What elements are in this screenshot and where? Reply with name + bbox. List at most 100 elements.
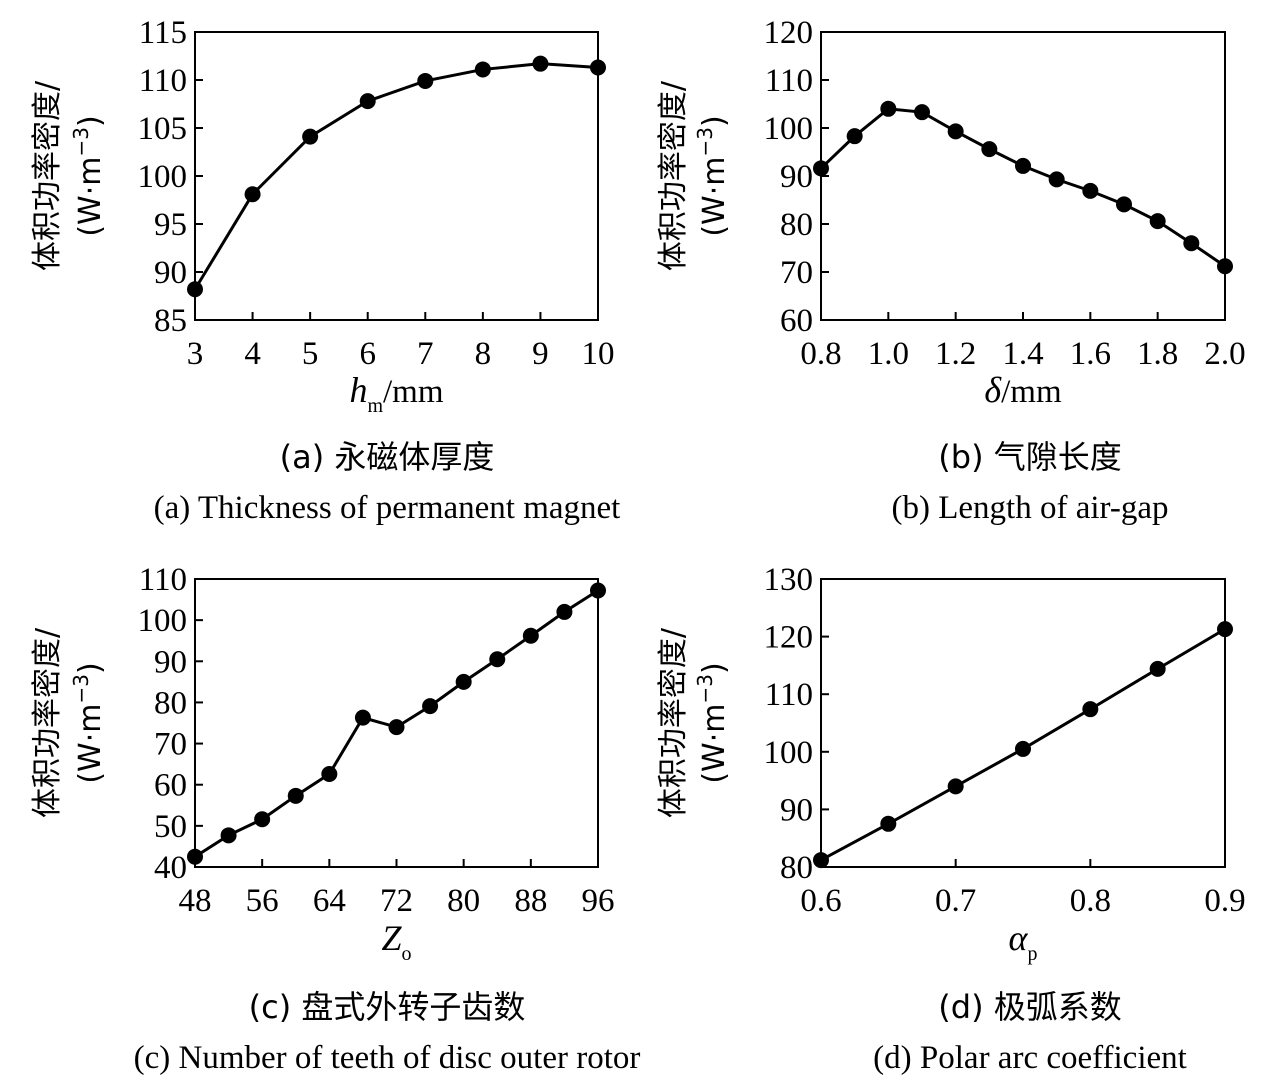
data-point — [302, 128, 319, 145]
data-point — [187, 281, 203, 298]
y-tick-label: 95 — [154, 207, 187, 243]
y-tick-label: 110 — [139, 63, 187, 99]
chart-0: 85 90 95 100 105 110 115 3 4 5 6 7 8 9 10 体积功率密度/(W·m−3… — [30, 15, 620, 526]
data-point — [455, 673, 472, 690]
plot-frame — [194, 31, 599, 321]
y-unit-close: ) — [73, 115, 108, 127]
data-point — [1015, 740, 1031, 757]
y-tick-label: 70 — [154, 727, 187, 763]
y-tick-label: 120 — [764, 620, 814, 656]
y-tick-label: 100 — [138, 603, 188, 639]
x-axis-label: αp — [1009, 918, 1038, 965]
y-tick-label: 40 — [154, 850, 187, 886]
y-unit-close: ) — [697, 115, 732, 127]
y-tick-label: 90 — [154, 644, 187, 680]
y-tick-label: 70 — [780, 255, 813, 291]
x-tick-label: 6 — [359, 336, 376, 372]
data-point — [1082, 182, 1099, 199]
data-point — [220, 827, 237, 844]
x-axis-label: Zo — [381, 918, 411, 965]
data-point — [1116, 196, 1132, 213]
data-point — [880, 815, 897, 832]
data-point — [532, 55, 549, 72]
data-point — [422, 698, 439, 715]
x-tick-label: 0.9 — [1204, 883, 1245, 919]
data-point — [1149, 660, 1166, 677]
x-tick-label: 0.8 — [1070, 883, 1111, 919]
data-point — [1015, 157, 1031, 174]
x-axis-label: δ/mm — [984, 370, 1062, 410]
data-point — [981, 141, 998, 158]
x-axis-symbol: h — [349, 370, 367, 410]
y-unit-exponent: −3 — [69, 127, 93, 156]
data-point — [590, 59, 606, 76]
data-point — [1217, 258, 1233, 275]
x-tick-label: 0.7 — [935, 883, 976, 919]
y-axis-label-line1: 体积功率密度/ — [30, 80, 65, 271]
x-axis-subscript: m — [367, 395, 383, 417]
y-tick-label: 120 — [764, 15, 814, 51]
y-tick-label: 110 — [139, 562, 187, 598]
x-tick-label: 1.4 — [1002, 336, 1043, 372]
y-tick-label: 100 — [138, 159, 188, 195]
y-axis-label-line1: 体积功率密度/ — [30, 627, 65, 818]
data-point — [1048, 171, 1065, 188]
x-tick-label: 2.0 — [1204, 336, 1245, 372]
x-tick-label: 7 — [417, 336, 434, 372]
data-point — [880, 100, 897, 117]
plot-frame — [820, 578, 1226, 868]
caption-chinese: (d) 极弧系数 — [938, 988, 1121, 1026]
y-unit-exponent: −3 — [693, 127, 717, 156]
y-tick-label: 90 — [154, 255, 187, 291]
y-unit: (W·m — [73, 157, 108, 237]
y-tick-label: 100 — [764, 735, 814, 771]
data-point — [489, 651, 506, 668]
data-point — [813, 852, 829, 869]
x-axis-symbol: δ — [984, 370, 1002, 410]
data-point — [1183, 235, 1200, 252]
x-tick-label: 96 — [582, 883, 615, 919]
caption-english: (a) Thickness of permanent magnet — [154, 490, 621, 526]
y-axis-label-line2: (W·m−3) — [69, 115, 108, 236]
y-tick-label: 60 — [780, 303, 813, 339]
x-tick-label: 1.2 — [935, 336, 976, 372]
y-unit-exponent: −3 — [693, 674, 717, 703]
data-point — [388, 719, 405, 736]
series-line — [193, 62, 599, 291]
x-axis-symbol: α — [1009, 918, 1029, 958]
y-tick-label: 105 — [138, 111, 188, 147]
x-tick-label: 0.8 — [800, 336, 841, 372]
y-tick-label: 60 — [154, 768, 187, 804]
y-tick-label: 100 — [764, 111, 814, 147]
y-tick-label: 110 — [765, 63, 813, 99]
data-point — [556, 603, 573, 620]
y-unit-close: ) — [73, 662, 108, 674]
data-point — [1149, 213, 1166, 230]
y-tick-label: 110 — [765, 677, 813, 713]
x-tick-label: 0.6 — [800, 883, 841, 919]
x-tick-label: 48 — [179, 883, 212, 919]
x-axis-unit: /mm — [383, 374, 444, 410]
data-point — [354, 709, 371, 726]
x-axis-label: hm/mm — [349, 370, 443, 417]
caption-english: (c) Number of teeth of disc outer rotor — [134, 1040, 641, 1076]
y-unit: (W·m — [697, 704, 732, 784]
data-point — [321, 766, 338, 783]
data-point — [1217, 621, 1233, 638]
plot-frame — [820, 31, 1226, 321]
data-point — [947, 123, 964, 140]
x-tick-label: 10 — [582, 336, 615, 372]
data-point — [417, 72, 434, 89]
x-tick-label: 64 — [313, 883, 346, 919]
x-tick-label: 88 — [514, 883, 547, 919]
x-tick-label: 1.8 — [1137, 336, 1178, 372]
y-unit: (W·m — [697, 157, 732, 237]
y-tick-label: 130 — [764, 562, 814, 598]
caption-chinese: (b) 气隙长度 — [938, 438, 1121, 476]
y-tick-label: 85 — [154, 303, 187, 339]
caption-chinese: (a) 永磁体厚度 — [280, 438, 495, 476]
data-point — [522, 627, 539, 644]
x-tick-label: 56 — [246, 883, 279, 919]
data-point — [590, 582, 606, 599]
data-point — [813, 160, 829, 177]
